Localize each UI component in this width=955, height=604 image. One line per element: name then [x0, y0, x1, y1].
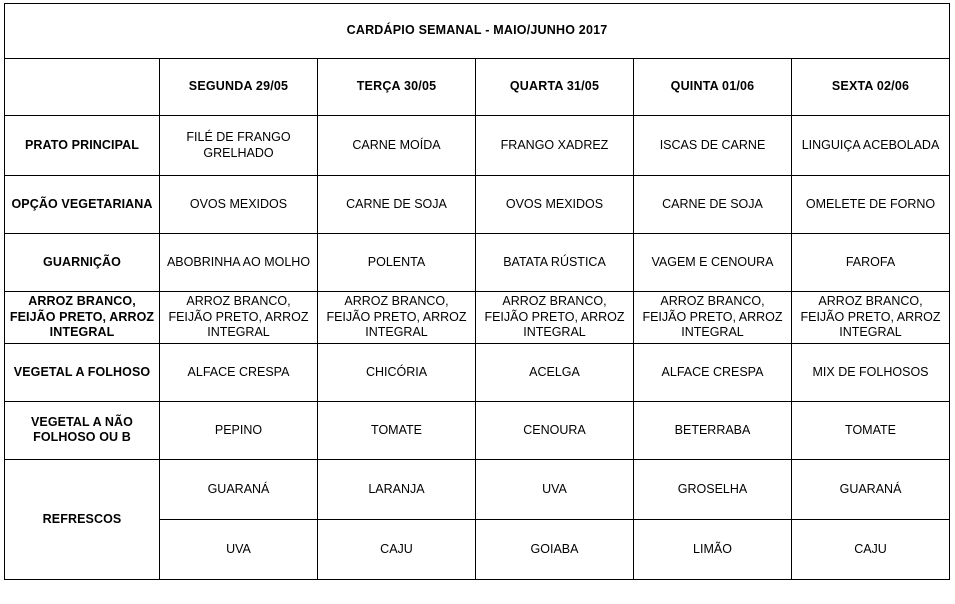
row-label-guarnicao: GUARNIÇÃO: [4, 233, 160, 292]
cell-vegetal-nao-folhoso-terca: TOMATE: [317, 400, 476, 460]
cell-prato-principal-terca: CARNE MOÍDA: [317, 115, 476, 176]
column-header-quinta: QUINTA 01/06: [633, 58, 792, 116]
column-header-segunda: SEGUNDA 29/05: [159, 58, 318, 116]
cell-opcao-vegetariana-quarta: OVOS MEXIDOS: [475, 175, 634, 234]
cell-opcao-vegetariana-sexta: OMELETE DE FORNO: [790, 175, 951, 234]
cell-vegetal-folhoso-sexta: MIX DE FOLHOSOS: [790, 342, 951, 402]
page-title: CARDÁPIO SEMANAL - MAIO/JUNHO 2017: [3, 3, 951, 59]
cell-arroz-feijao-terca: ARROZ BRANCO, FEIJÃO PRETO, ARROZ INTEGR…: [317, 291, 476, 344]
cell-refresco1-quarta: UVA: [475, 458, 634, 520]
cell-vegetal-nao-folhoso-sexta: TOMATE: [790, 400, 951, 460]
cell-refresco1-sexta: GUARANÁ: [790, 458, 951, 520]
cell-refresco1-terca: LARANJA: [317, 458, 476, 520]
column-header-sexta: SEXTA 02/06: [790, 58, 951, 116]
weekly-menu-table: CARDÁPIO SEMANAL - MAIO/JUNHO 2017 SEGUN…: [3, 3, 951, 580]
cell-vegetal-folhoso-terca: CHICÓRIA: [317, 342, 476, 402]
cell-prato-principal-quarta: FRANGO XADREZ: [475, 115, 634, 176]
row-label-prato-principal: PRATO PRINCIPAL: [4, 115, 160, 176]
table-header-row: SEGUNDA 29/05 TERÇA 30/05 QUARTA 31/05 Q…: [4, 58, 951, 116]
row-label-vegetal-nao-folhoso: VEGETAL A NÃO FOLHOSO OU B: [4, 400, 160, 460]
table-row: OPÇÃO VEGETARIANA OVOS MEXIDOS CARNE DE …: [4, 175, 951, 234]
cell-arroz-feijao-quarta: ARROZ BRANCO, FEIJÃO PRETO, ARROZ INTEGR…: [475, 291, 634, 344]
cell-refresco2-sexta: CAJU: [790, 518, 951, 580]
cell-refresco1-segunda: GUARANÁ: [159, 458, 318, 520]
cell-vegetal-folhoso-segunda: ALFACE CRESPA: [159, 342, 318, 402]
column-header-terca: TERÇA 30/05: [317, 58, 476, 116]
cell-guarnicao-quarta: BATATA RÚSTICA: [475, 233, 634, 292]
cell-vegetal-nao-folhoso-quinta: BETERRABA: [633, 400, 792, 460]
cell-prato-principal-sexta: LINGUIÇA ACEBOLADA: [790, 115, 951, 176]
cell-vegetal-nao-folhoso-quarta: CENOURA: [475, 400, 634, 460]
table-row: UVA CAJU GOIABA LIMÃO CAJU: [5, 518, 951, 580]
table-row: VEGETAL A NÃO FOLHOSO OU B PEPINO TOMATE…: [4, 400, 951, 460]
cell-refresco2-quarta: GOIABA: [475, 518, 634, 580]
table-title-row: CARDÁPIO SEMANAL - MAIO/JUNHO 2017: [3, 3, 951, 59]
cell-opcao-vegetariana-segunda: OVOS MEXIDOS: [159, 175, 318, 234]
row-label-refrescos: REFRESCOS: [4, 458, 160, 580]
table-row: GUARNIÇÃO ABOBRINHA AO MOLHO POLENTA BAT…: [4, 233, 951, 292]
cell-vegetal-folhoso-quarta: ACELGA: [475, 342, 634, 402]
row-label-opcao-vegetariana: OPÇÃO VEGETARIANA: [4, 175, 160, 234]
cell-guarnicao-quinta: VAGEM E CENOURA: [633, 233, 792, 292]
cell-vegetal-nao-folhoso-segunda: PEPINO: [159, 400, 318, 460]
table-row: REFRESCOS GUARANÁ LARANJA UVA GROSELHA G…: [4, 458, 951, 580]
cell-opcao-vegetariana-quinta: CARNE DE SOJA: [633, 175, 792, 234]
row-label-vegetal-folhoso: VEGETAL A FOLHOSO: [4, 342, 160, 402]
cell-prato-principal-quinta: ISCAS DE CARNE: [633, 115, 792, 176]
menu-document: CARDÁPIO SEMANAL - MAIO/JUNHO 2017 SEGUN…: [0, 3, 955, 604]
cell-refresco2-quinta: LIMÃO: [633, 518, 792, 580]
cell-vegetal-folhoso-quinta: ALFACE CRESPA: [633, 342, 792, 402]
row-label-arroz-feijao: ARROZ BRANCO, FEIJÃO PRETO, ARROZ INTEGR…: [4, 291, 160, 344]
cell-prato-principal-segunda: FILÉ DE FRANGO GRELHADO: [159, 115, 318, 176]
cell-refresco2-terca: CAJU: [317, 518, 476, 580]
cell-refresco2-segunda: UVA: [159, 518, 318, 580]
table-row: PRATO PRINCIPAL FILÉ DE FRANGO GRELHADO …: [4, 115, 951, 176]
cell-refresco1-quinta: GROSELHA: [633, 458, 792, 520]
cell-arroz-feijao-quinta: ARROZ BRANCO, FEIJÃO PRETO, ARROZ INTEGR…: [633, 291, 792, 344]
header-corner-cell: [4, 58, 160, 116]
cell-arroz-feijao-segunda: ARROZ BRANCO, FEIJÃO PRETO, ARROZ INTEGR…: [159, 291, 318, 344]
column-header-quarta: QUARTA 31/05: [475, 58, 634, 116]
table-row: ARROZ BRANCO, FEIJÃO PRETO, ARROZ INTEGR…: [4, 291, 951, 344]
cell-guarnicao-segunda: ABOBRINHA AO MOLHO: [159, 233, 318, 292]
table-row: VEGETAL A FOLHOSO ALFACE CRESPA CHICÓRIA…: [4, 342, 951, 402]
cell-guarnicao-terca: POLENTA: [317, 233, 476, 292]
cell-guarnicao-sexta: FAROFA: [790, 233, 951, 292]
cell-arroz-feijao-sexta: ARROZ BRANCO, FEIJÃO PRETO, ARROZ INTEGR…: [790, 291, 951, 344]
cell-opcao-vegetariana-terca: CARNE DE SOJA: [317, 175, 476, 234]
